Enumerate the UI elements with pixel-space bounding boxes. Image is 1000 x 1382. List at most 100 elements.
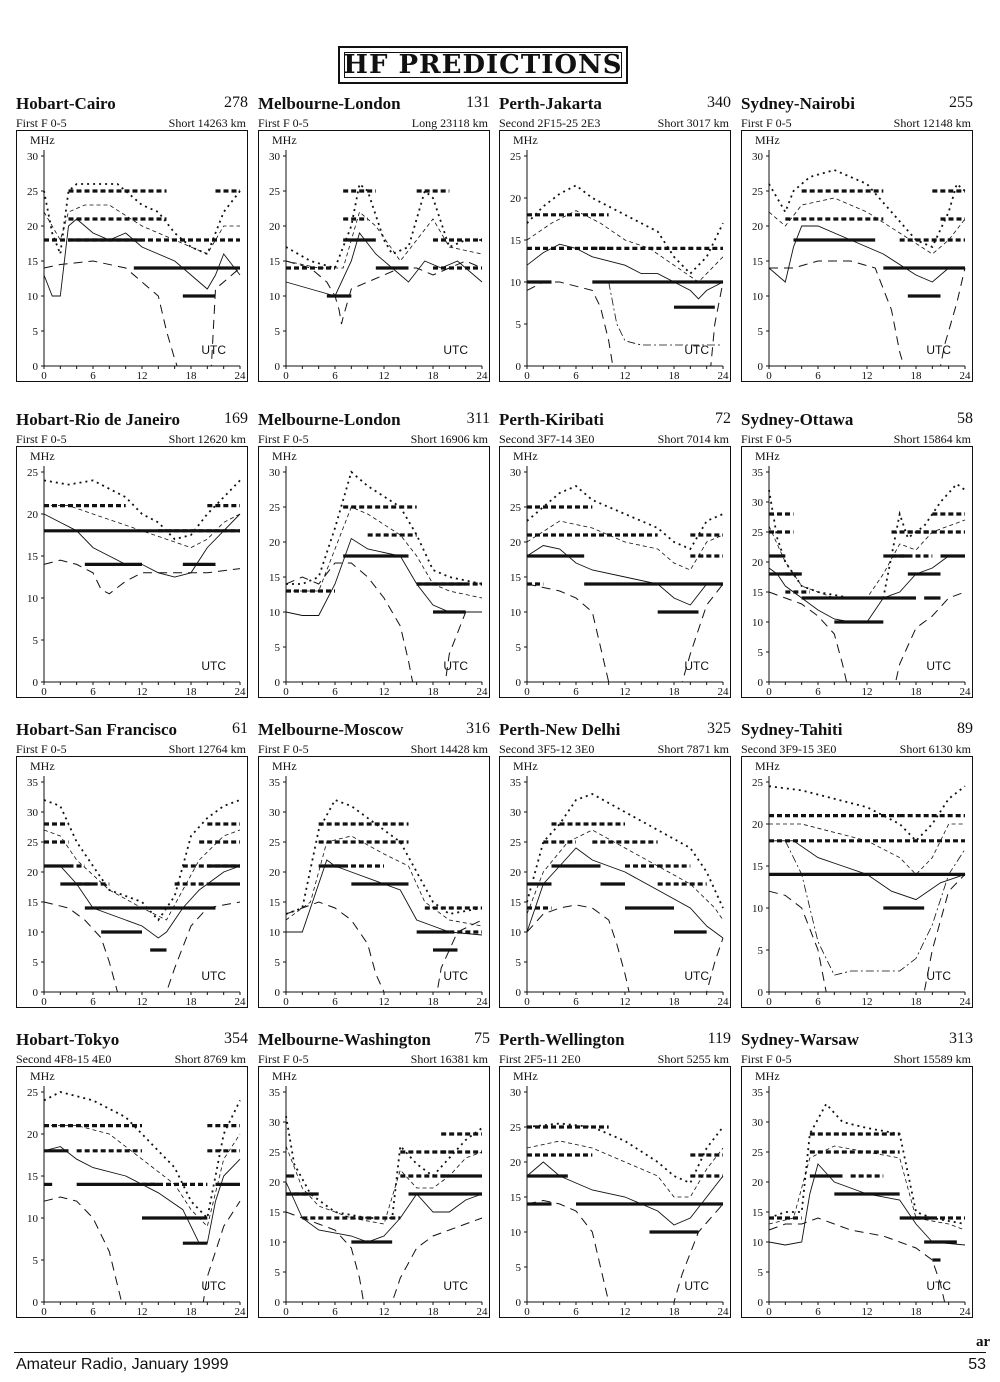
y-tick-label: 30 bbox=[269, 1117, 281, 1129]
x-unit-label: UTC bbox=[443, 659, 468, 673]
y-tick-label: 5 bbox=[516, 319, 522, 331]
y-tick-label: 25 bbox=[269, 502, 281, 514]
y-tick-label: 15 bbox=[510, 235, 522, 247]
frequency-chart: MHz 0 5 10 15 20 25 30 0 6 12 18 24 UTC bbox=[258, 446, 490, 698]
footer-rule bbox=[14, 1352, 986, 1353]
x-tick-label: 24 bbox=[235, 370, 247, 382]
upper-limit-line bbox=[285, 798, 483, 915]
y-unit-label: MHz bbox=[272, 449, 297, 463]
path-distance: Short 6130 km bbox=[899, 742, 971, 756]
x-tick-label: 6 bbox=[90, 996, 96, 1008]
y-tick-label: 20 bbox=[269, 1177, 281, 1189]
chart-frame bbox=[499, 446, 731, 698]
upper-limit-line bbox=[768, 482, 966, 599]
propagation-modes: First F 0-5 bbox=[258, 1052, 309, 1066]
optimum-upper-line bbox=[43, 829, 241, 921]
chart-panel: Perth-New Delhi 325 Second 3F5-12 3E0 Short… bbox=[499, 720, 735, 1020]
x-tick-label: 18 bbox=[186, 686, 198, 698]
propagation-modes: First F 0-5 bbox=[16, 742, 67, 756]
x-tick-label: 18 bbox=[428, 370, 440, 382]
y-tick-label: 25 bbox=[27, 837, 39, 849]
y-tick-label: 10 bbox=[269, 927, 281, 939]
lowest-usable-line bbox=[285, 901, 483, 993]
x-tick-label: 24 bbox=[718, 996, 730, 1008]
y-tick-label: 20 bbox=[269, 537, 281, 549]
y-tick-label: 25 bbox=[510, 502, 522, 514]
optimum-upper-line bbox=[526, 1140, 724, 1198]
y-tick-label: 15 bbox=[27, 897, 39, 909]
lowest-usable-line bbox=[768, 591, 966, 683]
y-tick-label: 10 bbox=[510, 1227, 522, 1239]
x-tick-label: 12 bbox=[620, 686, 631, 698]
lowest-usable-line bbox=[285, 260, 483, 325]
propagation-modes: First 2F5-11 2E0 bbox=[499, 1052, 581, 1066]
x-unit-label: UTC bbox=[201, 659, 226, 673]
circuit-number: 325 bbox=[707, 720, 731, 737]
y-unit-label: MHz bbox=[272, 1069, 297, 1083]
y-tick-label: 20 bbox=[510, 867, 522, 879]
chart-panel: Melbourne-Moscow 316 First F 0-5 Short 1442… bbox=[258, 720, 494, 1020]
circuit-number: 72 bbox=[715, 410, 731, 427]
y-tick-label: 10 bbox=[27, 593, 39, 605]
chart-frame bbox=[741, 130, 973, 382]
y-tick-label: 30 bbox=[510, 467, 522, 479]
lowest-usable-line bbox=[43, 260, 241, 367]
y-tick-label: 15 bbox=[269, 1207, 281, 1219]
x-tick-label: 0 bbox=[524, 1306, 530, 1318]
route-title: Hobart-Rio de Janeiro bbox=[16, 410, 181, 429]
x-unit-label: UTC bbox=[684, 1279, 709, 1293]
x-tick-label: 24 bbox=[718, 1306, 730, 1318]
x-tick-label: 0 bbox=[766, 996, 772, 1008]
y-tick-label: 25 bbox=[269, 1147, 281, 1159]
frequency-chart: MHz 0 5 10 15 20 25 30 35 0 6 12 18 24 UTC bbox=[258, 756, 490, 1008]
route-title: Hobart-Cairo bbox=[16, 94, 116, 113]
y-tick-label: 25 bbox=[27, 1087, 39, 1099]
propagation-modes: Second 2F15-25 2E3 bbox=[499, 116, 601, 130]
x-tick-label: 0 bbox=[524, 686, 530, 698]
y-tick-label: 35 bbox=[752, 467, 764, 479]
y-tick-label: 5 bbox=[758, 647, 764, 659]
y-tick-label: 15 bbox=[269, 572, 281, 584]
path-distance: Short 5255 km bbox=[657, 1052, 729, 1066]
chart-panel: Sydney-Tahiti 89 Second 3F9-15 3E0 Short 61… bbox=[741, 720, 977, 1020]
circuit-number: 169 bbox=[224, 410, 248, 427]
x-tick-label: 24 bbox=[477, 686, 489, 698]
y-unit-label: MHz bbox=[755, 133, 780, 147]
y-tick-label: 0 bbox=[33, 677, 39, 689]
y-unit-label: MHz bbox=[272, 759, 297, 773]
route-title: Perth-Jakarta bbox=[499, 94, 602, 113]
propagation-modes: First F 0-5 bbox=[741, 116, 792, 130]
lowest-usable-line bbox=[285, 1211, 483, 1303]
upper-limit-line bbox=[526, 484, 724, 551]
y-unit-label: MHz bbox=[513, 759, 538, 773]
y-tick-label: 20 bbox=[752, 557, 764, 569]
propagation-modes: First F 0-5 bbox=[16, 116, 67, 130]
optimum-frequency-line bbox=[285, 537, 482, 616]
frequency-chart: MHz 0 5 10 15 20 25 30 0 6 12 18 24 UTC bbox=[499, 446, 731, 698]
y-tick-label: 25 bbox=[269, 837, 281, 849]
upper-limit-line bbox=[285, 182, 482, 270]
y-tick-label: 20 bbox=[510, 1157, 522, 1169]
x-tick-label: 18 bbox=[911, 1306, 923, 1318]
circuit-number: 131 bbox=[466, 94, 490, 111]
y-tick-label: 0 bbox=[758, 361, 764, 373]
y-tick-label: 5 bbox=[516, 1262, 522, 1274]
route-title: Melbourne-Washington bbox=[258, 1030, 431, 1049]
x-tick-label: 24 bbox=[477, 370, 489, 382]
y-tick-label: 5 bbox=[758, 326, 764, 338]
x-tick-label: 12 bbox=[379, 686, 390, 698]
optimum-upper-line bbox=[526, 829, 724, 921]
y-tick-label: 0 bbox=[275, 361, 281, 373]
x-tick-label: 12 bbox=[379, 996, 390, 1008]
end-mark: ar bbox=[976, 1334, 991, 1350]
y-tick-label: 5 bbox=[758, 945, 764, 957]
x-tick-label: 12 bbox=[137, 996, 148, 1008]
x-tick-label: 24 bbox=[960, 996, 972, 1008]
chart-panel: Sydney-Warsaw 313 First F 0-5 Short 15589 k… bbox=[741, 1030, 977, 1330]
y-tick-label: 15 bbox=[510, 897, 522, 909]
y-tick-label: 10 bbox=[269, 607, 281, 619]
x-tick-label: 12 bbox=[137, 1306, 148, 1318]
y-tick-label: 15 bbox=[27, 551, 39, 563]
propagation-modes: Second 4F8-15 4E0 bbox=[16, 1052, 112, 1066]
y-tick-label: 30 bbox=[752, 151, 764, 163]
